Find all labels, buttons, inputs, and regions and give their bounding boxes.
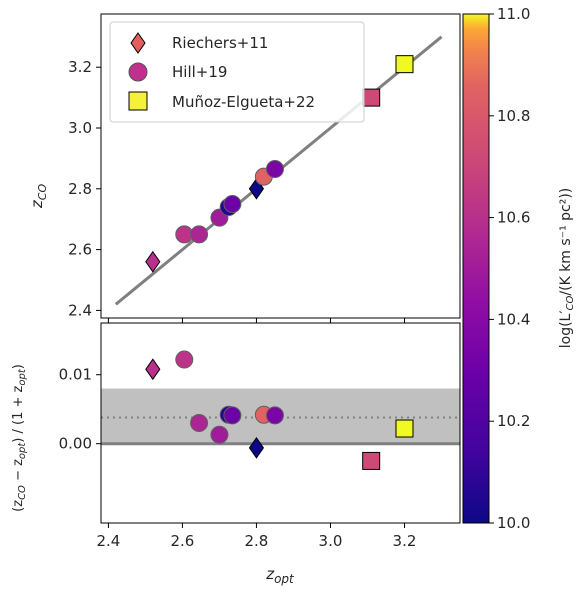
x-axis: 2.4 2.6 2.8 3.0 3.2 [96, 318, 416, 550]
top-y-axis-label: zCO [28, 184, 49, 210]
point-bottom-riechers-11-0 [145, 358, 161, 381]
point-top-mu-oz-elgueta-22-0 [362, 88, 381, 107]
top-y-tick-label: 2.8 [68, 180, 92, 198]
legend-circle-marker [128, 62, 148, 82]
point-top-hill-19-6 [265, 160, 284, 179]
colorbar-tick-label: 11.0 [497, 5, 530, 23]
top-y-tick-label: 3.0 [68, 119, 92, 137]
colorbar-tick-label: 10.0 [497, 514, 530, 532]
x-axis-label: zopt [265, 565, 295, 586]
point-top-hill-19-1 [190, 225, 209, 244]
legend-label-riechers: Riechers+11 [172, 34, 268, 52]
top-panel-markers [145, 55, 414, 273]
colorbar-tick-label: 10.2 [497, 412, 530, 430]
bottom-y-axis: 0.00 0.01 [59, 366, 101, 453]
point-top-mu-oz-elgueta-22-1 [395, 55, 414, 74]
bottom-x-tick-label: 3.0 [319, 532, 343, 550]
top-y-axis: 2.4 2.6 2.8 3.0 3.2 [68, 58, 101, 319]
point-top-hill-19-4 [223, 195, 242, 213]
bottom-x-tick-label: 3.2 [393, 532, 417, 550]
colorbar-tick-label: 10.8 [497, 107, 530, 125]
top-y-tick-label: 2.4 [68, 301, 92, 319]
bottom-x-tick-label: 2.4 [96, 532, 120, 550]
colorbar-gradient [462, 13, 490, 524]
top-panel-frame [100, 13, 461, 319]
point-bottom-hill-19-0 [175, 350, 194, 369]
colorbar-tick-label: 10.4 [497, 310, 530, 328]
bottom-panel-markers [145, 350, 414, 470]
colorbar-label: log(L′CO/(K km s⁻¹ pc²)) [558, 188, 576, 349]
colorbar: 10.0 10.2 10.4 10.6 10.8 11.0 log(L′CO/(K km … [462, 5, 576, 532]
bottom-x-tick-label: 2.8 [245, 532, 269, 550]
legend: Riechers+11 Hill+19 Muñoz-Elgueta+22 [109, 21, 365, 123]
point-bottom-hill-19-1 [190, 414, 209, 432]
bottom-x-tick-label: 2.6 [170, 532, 194, 550]
legend-square-marker [128, 91, 148, 111]
top-y-tick-label: 3.2 [68, 58, 92, 76]
point-bottom-hill-19-2 [210, 425, 229, 444]
colorbar-tick-label: 10.6 [497, 209, 530, 227]
bottom-panel-frame [100, 322, 461, 524]
bottom-y-tick-label: 0.00 [59, 435, 92, 453]
legend-diamond-marker [130, 32, 146, 54]
point-bottom-mu-oz-elgueta-22-1 [395, 419, 414, 438]
point-top-riechers-11-0 [145, 250, 161, 273]
legend-label-hill: Hill+19 [172, 63, 227, 81]
bottom-y-axis-label: (zCO − zopt) / (1 + zopt) [11, 364, 28, 512]
point-bottom-hill-19-6 [265, 406, 284, 425]
point-bottom-hill-19-4 [223, 406, 242, 425]
point-bottom-mu-oz-elgueta-22-0 [362, 451, 381, 470]
bottom-y-tick-label: 0.01 [59, 366, 92, 384]
top-y-tick-label: 2.6 [68, 241, 92, 259]
legend-label-munoz: Muñoz-Elgueta+22 [172, 93, 315, 111]
point-bottom-riechers-11-1 [248, 436, 265, 459]
